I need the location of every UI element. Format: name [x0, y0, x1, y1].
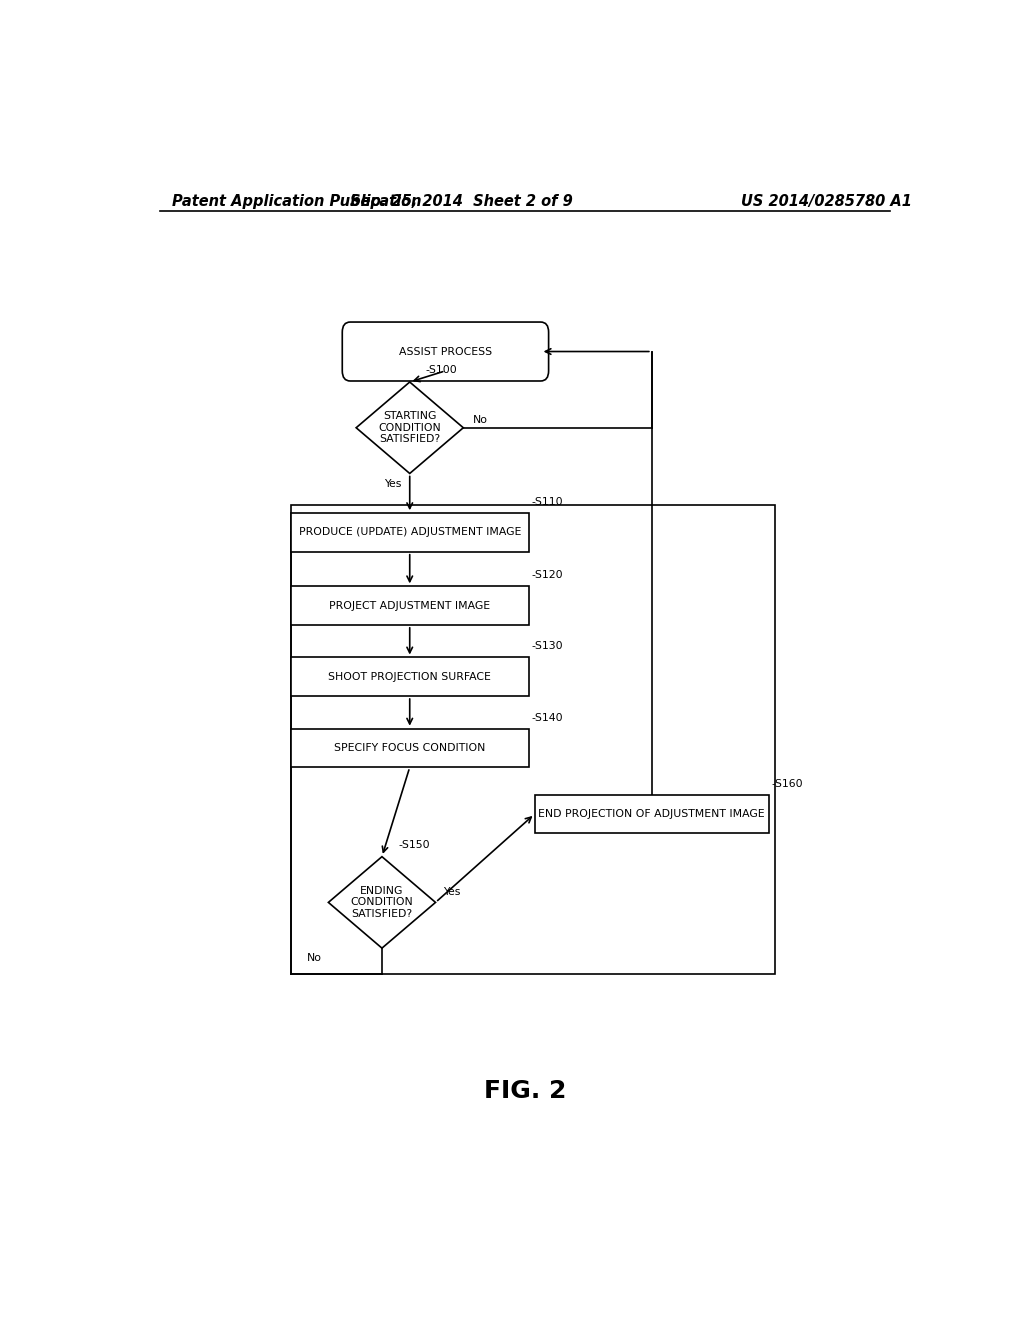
Bar: [291, 513, 528, 552]
Text: PROJECT ADJUSTMENT IMAGE: PROJECT ADJUSTMENT IMAGE: [329, 601, 490, 611]
Text: -S100: -S100: [426, 364, 458, 375]
Text: Yes: Yes: [443, 887, 461, 898]
Text: ASSIST PROCESS: ASSIST PROCESS: [399, 347, 492, 356]
Text: FIG. 2: FIG. 2: [483, 1080, 566, 1104]
Text: PRODUCE (UPDATE) ADJUSTMENT IMAGE: PRODUCE (UPDATE) ADJUSTMENT IMAGE: [299, 528, 521, 537]
Text: -S140: -S140: [531, 713, 563, 722]
Bar: [535, 795, 769, 833]
Text: SPECIFY FOCUS CONDITION: SPECIFY FOCUS CONDITION: [334, 743, 485, 752]
Text: US 2014/0285780 A1: US 2014/0285780 A1: [741, 194, 911, 209]
Text: No: No: [473, 414, 487, 425]
Bar: [291, 729, 528, 767]
Text: -S130: -S130: [531, 642, 563, 651]
Text: No: No: [307, 953, 322, 964]
Text: END PROJECTION OF ADJUSTMENT IMAGE: END PROJECTION OF ADJUSTMENT IMAGE: [539, 809, 765, 818]
Text: STARTING
CONDITION
SATISFIED?: STARTING CONDITION SATISFIED?: [378, 411, 441, 445]
Bar: [291, 506, 775, 974]
Bar: [291, 586, 528, 624]
Text: SHOOT PROJECTION SURFACE: SHOOT PROJECTION SURFACE: [329, 672, 492, 681]
FancyBboxPatch shape: [342, 322, 549, 381]
Text: Sep. 25, 2014  Sheet 2 of 9: Sep. 25, 2014 Sheet 2 of 9: [350, 194, 572, 209]
Bar: [291, 657, 528, 696]
Text: ENDING
CONDITION
SATISFIED?: ENDING CONDITION SATISFIED?: [350, 886, 414, 919]
Text: -S110: -S110: [531, 498, 563, 507]
Polygon shape: [329, 857, 435, 948]
Text: -S120: -S120: [531, 570, 563, 581]
Polygon shape: [356, 381, 463, 474]
Text: -S150: -S150: [398, 840, 430, 850]
Text: Yes: Yes: [384, 479, 401, 488]
Text: -S160: -S160: [771, 779, 803, 788]
Text: Patent Application Publication: Patent Application Publication: [172, 194, 421, 209]
